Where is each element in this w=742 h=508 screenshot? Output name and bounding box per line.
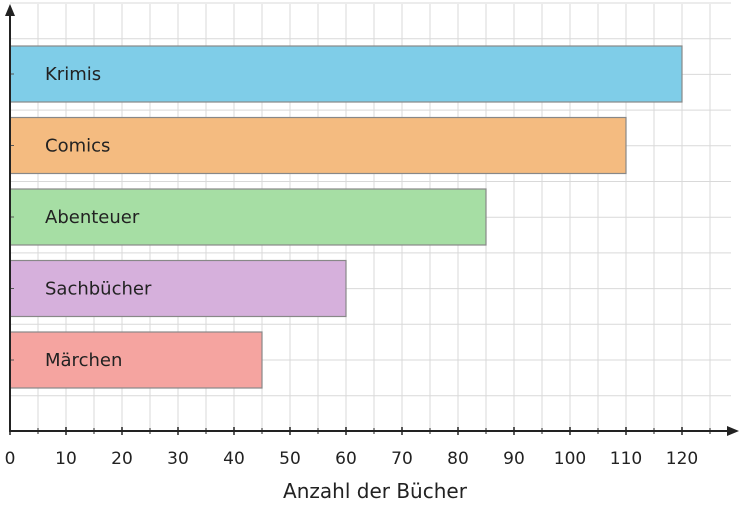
bars: Krimis Comics Abenteuer Sachbücher Märchen: [9, 45, 683, 389]
x-tick-label: 40: [223, 449, 245, 469]
bar-label: Märchen: [45, 350, 122, 371]
y-axis-arrow: [5, 4, 15, 16]
x-ticks: 0 10 20 30 40 50 60 70 80 90 100 110 120: [5, 427, 711, 469]
bar-label: Sachbücher: [45, 279, 152, 300]
x-tick-label: 0: [5, 449, 16, 469]
bar-comics: [9, 116, 627, 175]
x-tick-label: 30: [167, 449, 189, 469]
x-tick-label: 10: [55, 449, 77, 469]
bar-abenteuer: [9, 188, 487, 246]
bar-label: Comics: [45, 136, 110, 157]
bar-sachbücher: [9, 259, 347, 318]
x-tick-label: 70: [391, 449, 413, 469]
bar-label: Abenteuer: [45, 207, 140, 228]
x-tick-label: 50: [279, 449, 301, 469]
x-tick-label: 80: [447, 449, 469, 469]
axes: [5, 4, 739, 436]
x-tick-label: 90: [503, 449, 525, 469]
x-tick-label: 110: [610, 449, 642, 469]
x-tick-label: 60: [335, 449, 357, 469]
bar-label: Krimis: [45, 64, 101, 85]
x-tick-label: 100: [554, 449, 586, 469]
x-tick-label: 20: [111, 449, 133, 469]
bar-krimis: [9, 45, 683, 103]
x-axis-title: Anzahl der Bücher: [283, 479, 468, 503]
x-tick-label: 120: [666, 449, 698, 469]
x-axis-arrow: [727, 426, 739, 436]
